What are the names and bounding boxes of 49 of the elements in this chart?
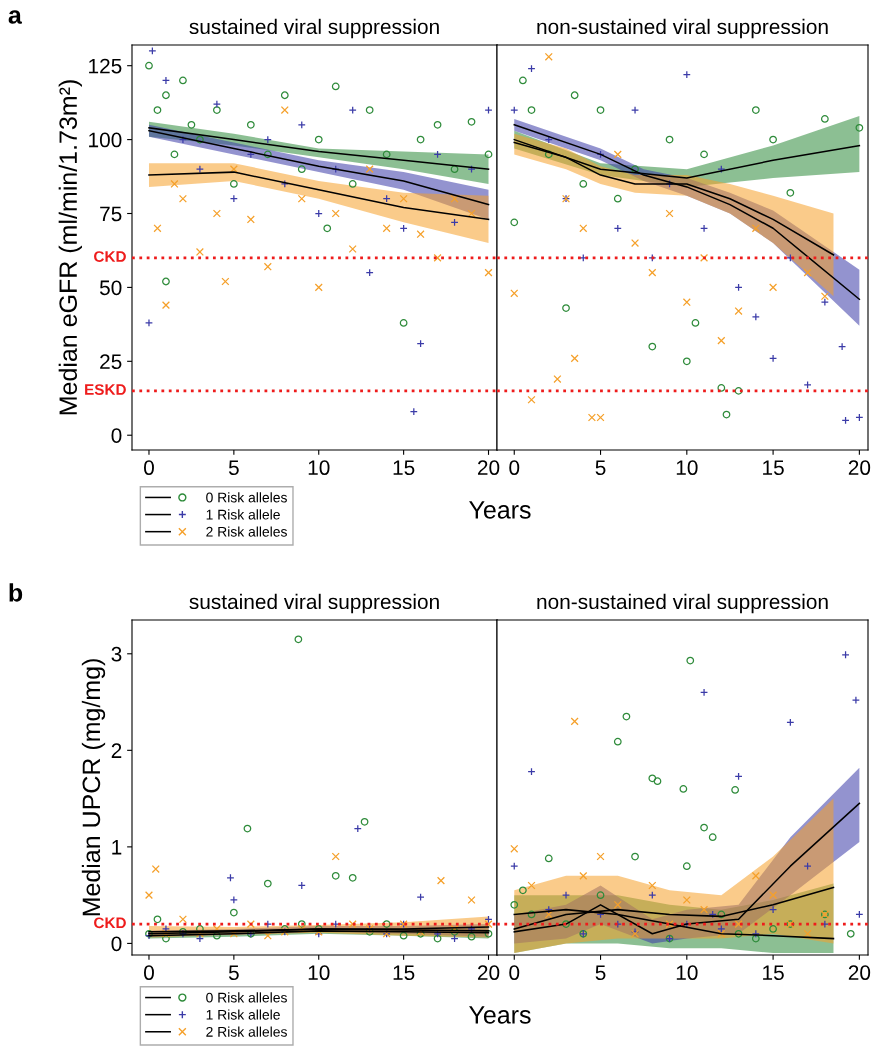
x-tick-label: 5 [595, 965, 606, 981]
chart-title: sustained viral suppression [189, 18, 439, 39]
y-tick-label: 125 [89, 58, 122, 74]
x-tick-label: 15 [763, 460, 784, 476]
y-axis-title: Median eGFR (ml/min/1.73m²) [58, 80, 82, 415]
x-tick-label: 0 [144, 460, 154, 476]
x-tick-label: 0 [144, 965, 154, 981]
y-axis-title: Median UPCR (mg/mg) [81, 659, 106, 916]
y-tick-label: 100 [89, 132, 122, 148]
x-tick-label: 20 [848, 965, 871, 981]
x-tick-label: 10 [308, 460, 330, 476]
x-tick-label: 10 [676, 460, 698, 476]
ref-line-label: CKD [94, 251, 126, 262]
legend-label: 2 Risk alleles [206, 526, 287, 537]
legend-label: 2 Risk alleles [206, 1026, 287, 1037]
x-tick-label: 20 [477, 965, 500, 981]
legend-label: 1 Risk allele [206, 1009, 280, 1020]
y-tick-label: 25 [100, 354, 122, 370]
y-tick-label: 75 [100, 206, 122, 222]
y-tick-label: 50 [99, 280, 122, 296]
legend-label: 0 Risk alleles [206, 492, 287, 503]
y-tick-label: 2 [111, 743, 122, 758]
x-tick-label: 5 [595, 460, 606, 476]
x-axis-title: Years [469, 1006, 531, 1024]
x-tick-label: 5 [228, 460, 239, 476]
x-axis-title: Years [469, 501, 531, 519]
legend-label: 1 Risk allele [206, 509, 280, 520]
x-tick-label: 10 [308, 965, 330, 981]
text: b [9, 583, 23, 602]
chart-title: sustained viral suppression [189, 593, 439, 614]
x-tick-label: 5 [228, 965, 239, 981]
chart-title: non-sustained viral suppression [537, 18, 828, 39]
ref-line-label: ESKD [85, 384, 126, 395]
ref-line-label: CKD [94, 917, 126, 929]
text: a [8, 10, 22, 24]
y-tick-label: 3 [111, 646, 122, 662]
chart-title: non-sustained viral suppression [537, 593, 828, 614]
y-tick-label: 1 [112, 840, 122, 855]
x-tick-label: 15 [393, 965, 415, 981]
x-tick-label: 10 [676, 965, 698, 981]
y-tick-label: 0 [111, 936, 122, 952]
x-tick-label: 0 [509, 965, 520, 981]
legend-label: 0 Risk alleles [206, 992, 287, 1003]
y-tick-label: 0 [111, 428, 122, 443]
x-tick-label: 20 [477, 460, 500, 476]
x-tick-label: 15 [393, 460, 415, 476]
x-tick-label: 20 [848, 460, 871, 476]
x-tick-label: 15 [763, 965, 784, 981]
x-tick-label: 0 [509, 460, 520, 476]
